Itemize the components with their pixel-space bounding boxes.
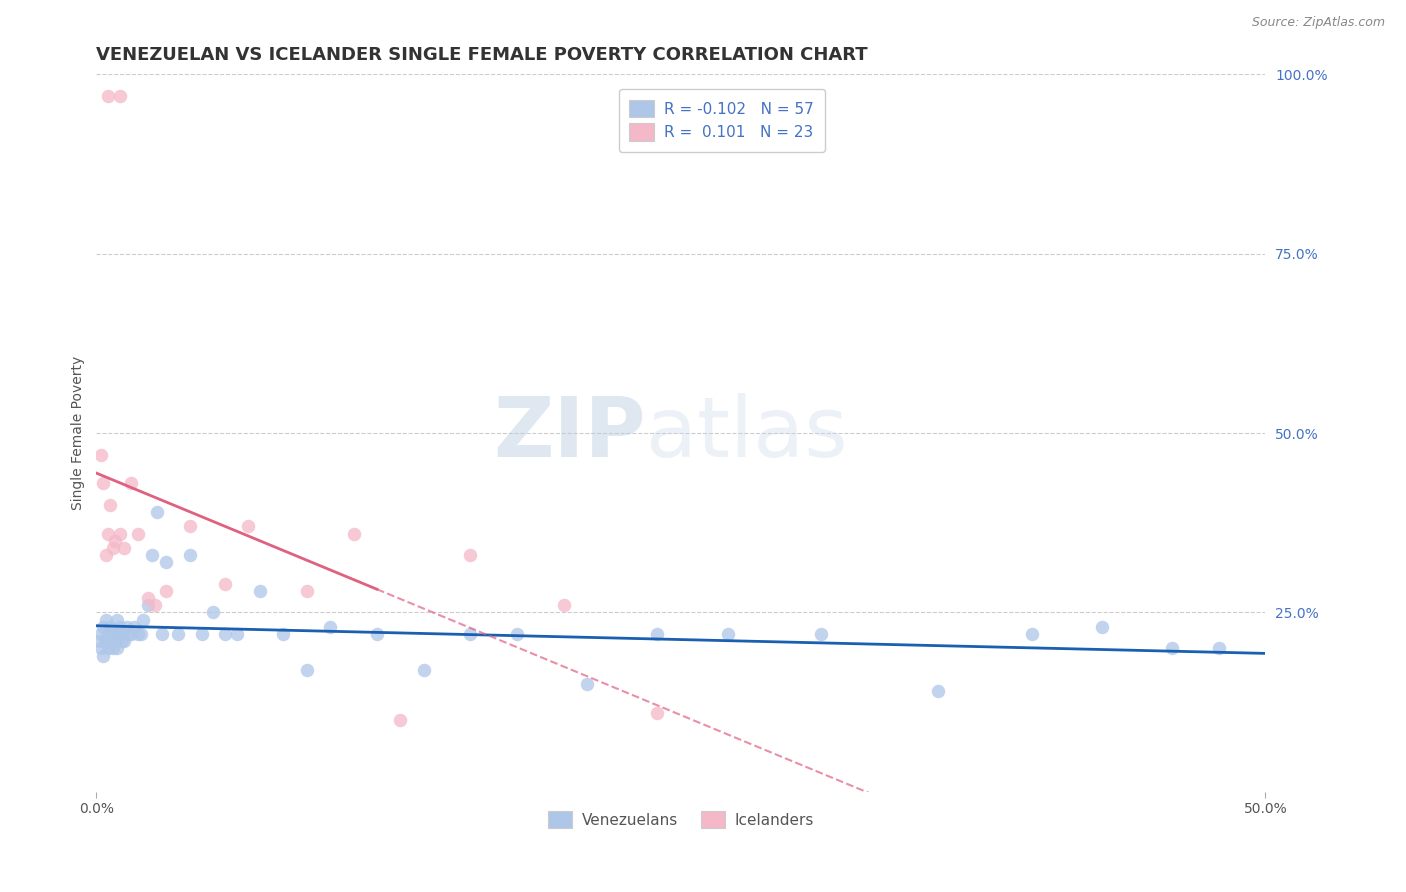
Point (101, 541, 124, 555)
Point (295, 584, 318, 599)
Text: atlas: atlas (645, 392, 848, 474)
Point (273, 627, 295, 641)
Point (214, 627, 236, 641)
Text: Source: ZipAtlas.com: Source: ZipAtlas.com (1251, 16, 1385, 29)
Point (190, 627, 212, 641)
Point (93, 476, 115, 491)
Point (155, 555, 177, 569)
Point (101, 641, 124, 656)
Point (104, 634, 127, 648)
Point (238, 519, 260, 533)
Point (105, 641, 128, 656)
Point (141, 548, 163, 562)
Point (112, 541, 135, 555)
Point (1208, 641, 1230, 656)
Point (93, 620, 115, 634)
Point (108, 526, 131, 541)
Point (810, 627, 832, 641)
Point (366, 627, 388, 641)
Point (143, 599, 166, 613)
Point (127, 526, 149, 541)
Point (1160, 641, 1182, 656)
Point (111, 634, 134, 648)
Point (179, 548, 201, 562)
Point (108, 627, 131, 641)
Point (647, 627, 669, 641)
Point (100, 620, 122, 634)
Point (295, 663, 318, 677)
Point (202, 606, 225, 620)
Point (120, 627, 142, 641)
Point (167, 627, 190, 641)
Point (129, 627, 152, 641)
Point (927, 684, 949, 698)
Point (1021, 627, 1043, 641)
Point (115, 620, 138, 634)
Text: ZIP: ZIP (494, 392, 645, 474)
Point (225, 627, 247, 641)
Point (576, 677, 599, 691)
Point (104, 533, 127, 548)
Text: VENEZUELAN VS ICELANDER SINGLE FEMALE POVERTY CORRELATION CHART: VENEZUELAN VS ICELANDER SINGLE FEMALE PO… (97, 46, 868, 64)
Point (97, 627, 120, 641)
Point (97, 641, 120, 656)
Point (342, 526, 364, 541)
Point (104, 627, 127, 641)
Point (155, 584, 177, 599)
Point (97, 88, 120, 103)
Point (389, 713, 412, 727)
Point (132, 613, 155, 627)
Y-axis label: Single Female Poverty: Single Female Poverty (72, 356, 86, 510)
Point (100, 634, 122, 648)
Point (122, 620, 145, 634)
Point (179, 519, 201, 533)
Point (100, 498, 122, 512)
Point (108, 88, 131, 103)
Point (87, 634, 110, 648)
Point (146, 505, 169, 519)
Point (249, 584, 271, 599)
Point (460, 548, 482, 562)
Point (97, 526, 120, 541)
Legend: Venezuelans, Icelanders: Venezuelans, Icelanders (541, 805, 820, 835)
Point (214, 576, 236, 591)
Point (94, 634, 117, 648)
Point (136, 591, 159, 606)
Point (94, 548, 117, 562)
Point (101, 627, 124, 641)
Point (460, 627, 482, 641)
Point (319, 620, 342, 634)
Point (90, 627, 112, 641)
Point (94, 613, 117, 627)
Point (105, 613, 128, 627)
Point (93, 648, 115, 663)
Point (112, 634, 135, 648)
Point (506, 627, 529, 641)
Point (136, 599, 159, 613)
Point (111, 627, 134, 641)
Point (150, 627, 173, 641)
Point (1091, 620, 1114, 634)
Point (647, 706, 669, 720)
Point (108, 620, 131, 634)
Point (717, 627, 740, 641)
Point (90, 641, 112, 656)
Point (553, 599, 575, 613)
Point (127, 627, 149, 641)
Point (120, 476, 142, 491)
Point (90, 448, 112, 462)
Point (118, 627, 141, 641)
Point (412, 663, 434, 677)
